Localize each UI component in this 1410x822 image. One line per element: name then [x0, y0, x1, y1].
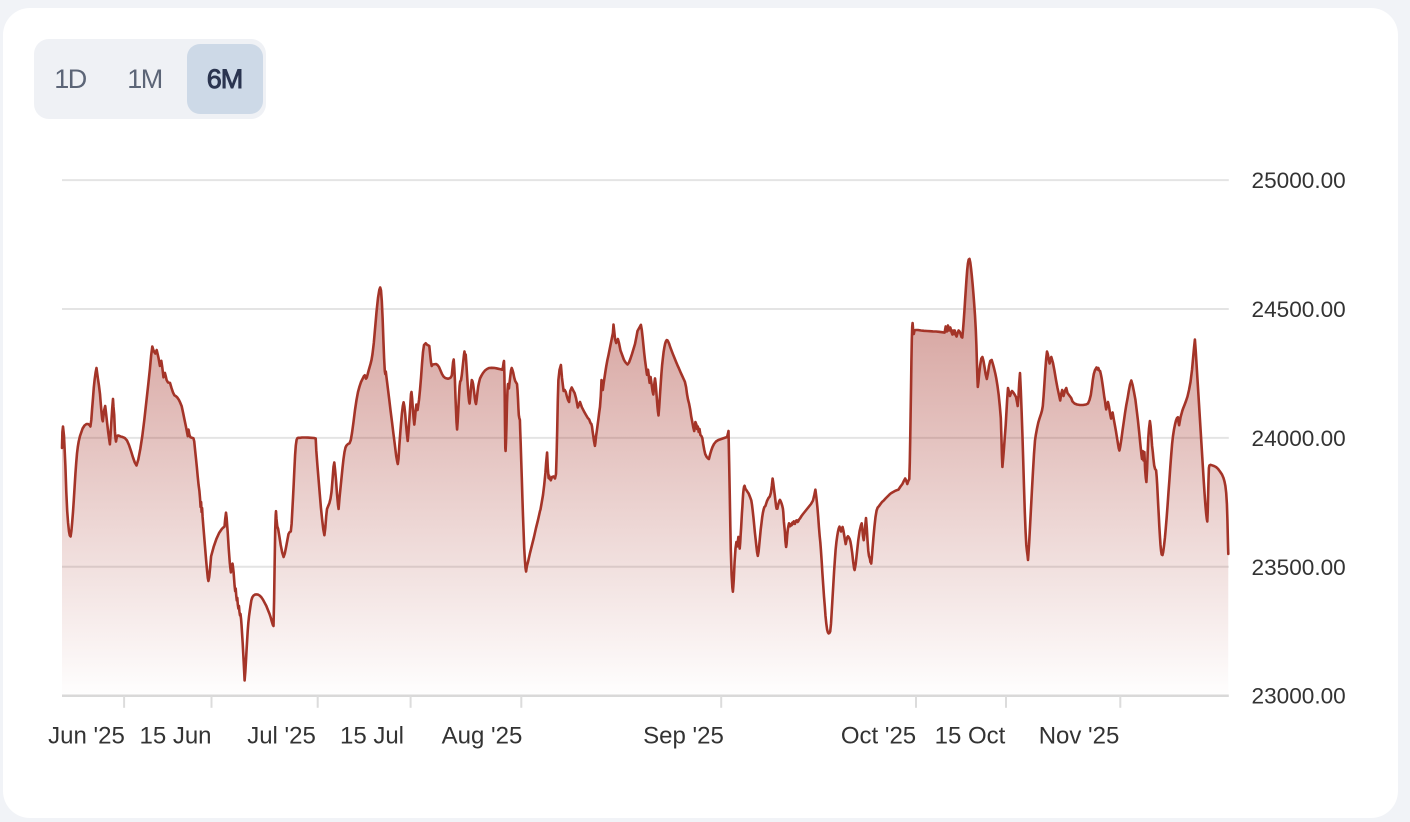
svg-text:Nov '25: Nov '25 [1039, 723, 1120, 750]
svg-text:15 Jun: 15 Jun [139, 723, 211, 750]
svg-text:Jun '25: Jun '25 [48, 723, 125, 750]
svg-text:23500.00: 23500.00 [1252, 555, 1346, 580]
svg-text:25000.00: 25000.00 [1252, 168, 1346, 193]
svg-text:Sep '25: Sep '25 [643, 723, 724, 750]
svg-text:24000.00: 24000.00 [1252, 426, 1346, 451]
svg-text:15 Jul: 15 Jul [340, 723, 404, 750]
svg-text:Aug '25: Aug '25 [442, 723, 523, 750]
svg-text:23000.00: 23000.00 [1252, 684, 1346, 709]
svg-text:24500.00: 24500.00 [1252, 297, 1346, 322]
svg-text:Oct '25: Oct '25 [841, 723, 916, 750]
svg-text:Jul '25: Jul '25 [247, 723, 316, 750]
svg-text:15 Oct: 15 Oct [935, 723, 1006, 750]
